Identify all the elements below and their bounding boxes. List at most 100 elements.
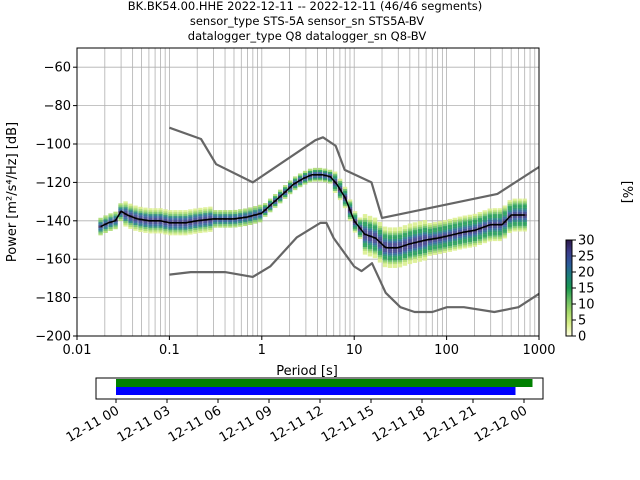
psd-bin <box>98 219 103 222</box>
psd-bin <box>238 211 243 214</box>
psd-bin <box>507 223 512 226</box>
psd-bin <box>387 240 393 244</box>
psd-bin <box>238 213 243 216</box>
psd-bin <box>228 223 233 226</box>
psd-bin <box>492 221 497 224</box>
psd-bin <box>482 219 487 223</box>
psd-bin <box>143 228 148 231</box>
mode-line <box>100 173 525 249</box>
psd-bin <box>148 231 153 234</box>
psd-bin <box>517 198 522 201</box>
colorbar-label: [%] <box>619 181 634 204</box>
psd-bin <box>462 219 468 222</box>
psd-bin <box>188 224 193 227</box>
psd-bin <box>472 221 477 224</box>
psd-bin <box>407 258 413 261</box>
psd-bin <box>168 217 173 220</box>
psd-bin <box>402 236 408 239</box>
psd-bin <box>133 211 138 214</box>
psd-bin <box>522 206 527 209</box>
psd-bin <box>258 210 263 213</box>
psd-bin <box>422 246 428 250</box>
psd-bin <box>447 238 453 241</box>
psd-bin <box>452 229 458 232</box>
psd-bin <box>287 188 293 191</box>
psd-bin <box>337 196 343 199</box>
psd-bin <box>382 253 388 256</box>
psd-bin <box>143 230 148 233</box>
psd-bin <box>168 227 173 230</box>
psd-bin <box>397 251 403 254</box>
colorbar-tick-label: 5 <box>578 314 586 329</box>
psd-bin <box>417 257 423 260</box>
psd-bin <box>512 210 517 213</box>
psd-bin <box>327 169 333 172</box>
psd-bin <box>317 177 323 180</box>
psd-bin <box>492 235 497 238</box>
psd-bin <box>452 219 458 222</box>
psd-bin <box>158 223 163 226</box>
psd-bin <box>472 223 477 226</box>
psd-bin <box>407 235 413 238</box>
psd-bin <box>377 239 383 242</box>
psd-bin <box>517 225 522 228</box>
psd-bin <box>432 245 438 248</box>
psd-bin <box>397 265 403 268</box>
psd-bin <box>178 215 183 219</box>
psd-bin <box>477 215 482 219</box>
psd-bin <box>447 232 453 235</box>
psd-bin <box>492 210 497 213</box>
psd-bin <box>482 223 487 226</box>
psd-bin <box>442 221 448 225</box>
psd-bin <box>417 228 423 232</box>
psd-bin <box>382 257 388 260</box>
psd-bin <box>467 237 473 240</box>
psd-bin <box>113 211 118 214</box>
psd-bin <box>427 240 433 243</box>
psd-bin <box>522 227 527 230</box>
psd-bin <box>357 234 363 238</box>
psd-bin <box>248 222 253 225</box>
psd-bin <box>427 247 433 251</box>
psd-bin <box>472 236 477 240</box>
psd-bin <box>178 210 183 213</box>
psd-bin <box>442 239 448 242</box>
psd-bin <box>337 182 343 185</box>
y-axis-ticks: −200 −180 −160 −140 −120 −100 −80 −60 <box>35 61 77 345</box>
psd-bin <box>502 222 507 225</box>
psd-bin <box>203 220 208 223</box>
psd-bin <box>382 240 388 243</box>
psd-bin <box>407 240 413 243</box>
y-tick-label: −180 <box>35 291 71 306</box>
psd-bin <box>522 223 527 226</box>
psd-bin <box>387 263 393 267</box>
psd-bin <box>178 231 183 234</box>
psd-bin <box>507 211 512 214</box>
psd-bin <box>203 209 208 212</box>
psd-bin <box>203 207 208 210</box>
psd-bin <box>377 227 383 230</box>
psd-bin <box>512 223 517 226</box>
psd-bin <box>362 252 368 255</box>
psd-bin <box>422 223 428 227</box>
psd-bin <box>492 219 497 222</box>
psd-bin <box>278 189 283 192</box>
psd-bin <box>118 214 123 218</box>
colorbar-tick-label: 15 <box>578 282 595 297</box>
psd-bin <box>382 234 388 237</box>
time-tick-label: 12-11 12 <box>268 403 326 445</box>
psd-bin <box>502 226 507 229</box>
psd-bin <box>522 217 527 220</box>
psd-bin <box>287 180 293 183</box>
psd-bin <box>243 218 248 221</box>
psd-bin <box>422 219 428 223</box>
psd-bin <box>377 221 383 225</box>
psd-bin <box>502 213 507 216</box>
psd-bin <box>472 215 477 218</box>
psd-bin <box>148 227 153 230</box>
psd-bin <box>372 217 378 220</box>
psd-bin <box>502 232 507 235</box>
psd-bin <box>397 228 403 231</box>
psd-bin <box>442 243 448 246</box>
psd-bin <box>392 231 398 234</box>
